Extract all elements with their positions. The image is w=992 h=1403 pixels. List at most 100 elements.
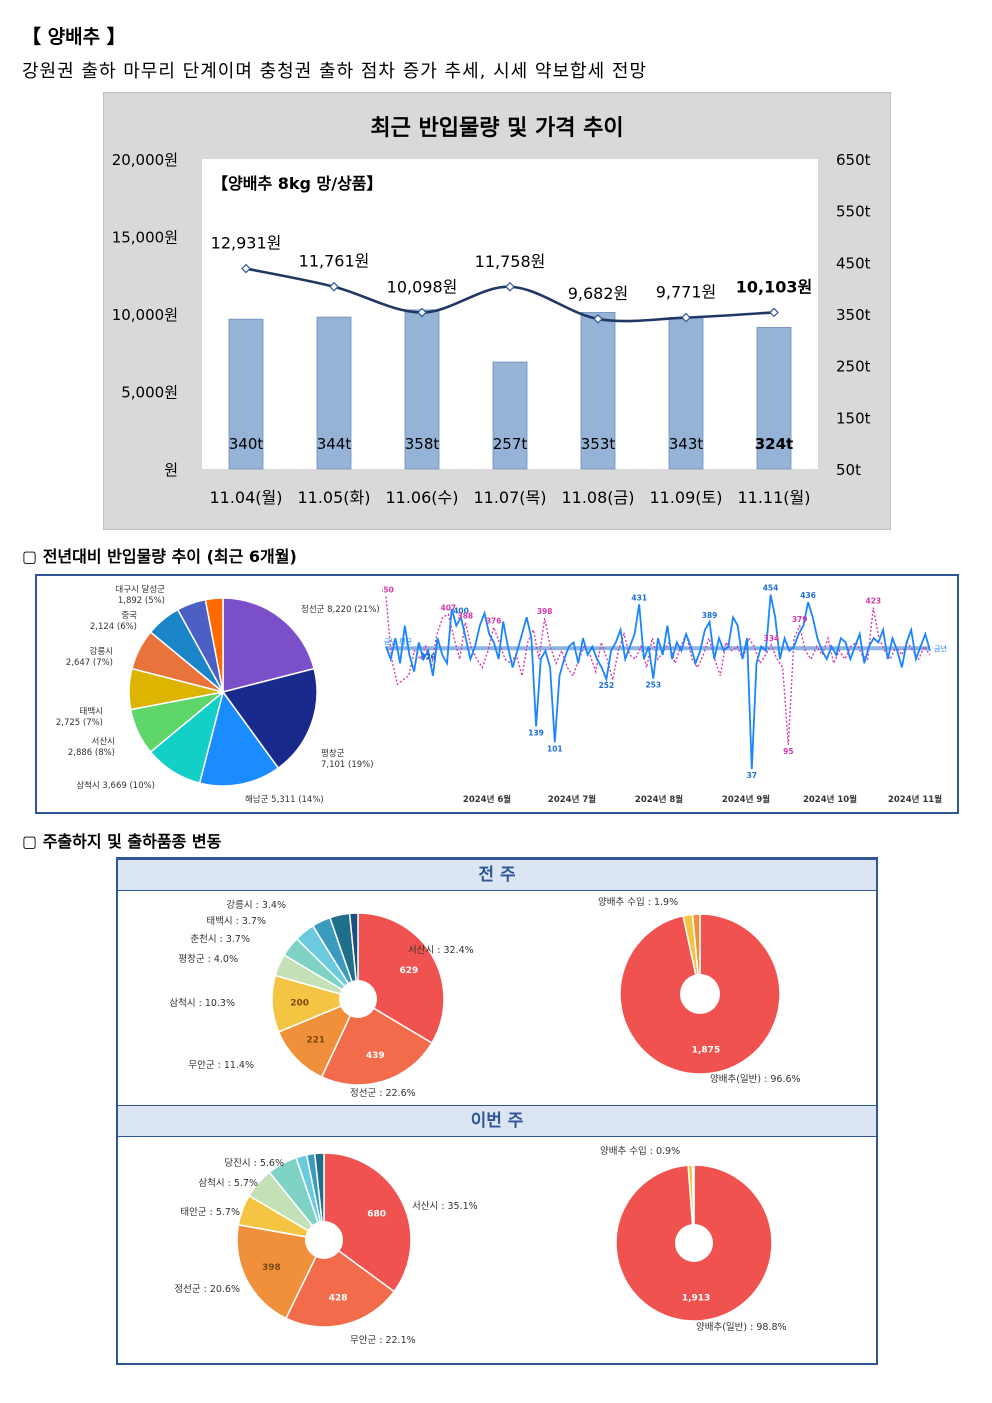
y-left-tick: 10,000원: [112, 306, 178, 324]
price-point: [241, 263, 251, 274]
ship_prev_origin-label: 춘천시 : 3.7%: [190, 934, 250, 945]
price-label: 12,931원: [211, 234, 282, 253]
volume-label: 343t: [669, 435, 704, 453]
ship_this_variety-label: 양배추(일반) : 98.8%: [696, 1322, 787, 1333]
ship_prev_origin-hole: [339, 980, 377, 1018]
ship_this_origin-value: 680: [367, 1209, 386, 1219]
volume-bar: [316, 316, 352, 470]
this-year-line: [385, 594, 931, 770]
this-year-mark: 320: [420, 653, 436, 662]
ship_this_origin-value: 398: [262, 1263, 281, 1273]
ship_this_variety-slice: [691, 1164, 695, 1244]
ship_prev_variety-value: 1,875: [692, 1046, 720, 1056]
prev-week-origin-pie: 629 439 221 200 서산시 : 32.4% 정선군 : 22.6% 무안군 : …: [169, 900, 474, 1099]
last-year-mark: 423: [866, 597, 882, 606]
price-label: 9,682원: [568, 284, 629, 303]
this-year-mark: 253: [645, 681, 661, 690]
x-tick-label: 2024년 6월: [463, 794, 511, 805]
ship_prev_origin-label: 평창군 : 4.0%: [178, 954, 238, 965]
ship_prev_origin-slice: [277, 997, 360, 1078]
price-label: 10,098원: [387, 277, 458, 296]
volume-label: 257t: [493, 435, 528, 453]
this-year-mark: 139: [528, 728, 544, 737]
page-title: 【 양배추 】: [22, 26, 126, 48]
this-year-mark: 436: [800, 591, 816, 600]
ship_prev_origin-slice: [348, 912, 359, 1000]
ship_this_origin-label: 정선군 : 20.6%: [174, 1284, 240, 1295]
origin-pie-label: 태백시: [80, 706, 103, 717]
price-chart: 최근 반입물량 및 가격 추이 【양배추 8kg 망/상품】 원 5,000원 10,0…: [112, 116, 871, 507]
origin-pie-label: 강릉시: [90, 646, 113, 657]
origin-pie-label: 2,886 (8%): [68, 748, 115, 758]
trend-section-heading: ▢ 전년대비 반입물량 추이 (최근 6개월): [22, 547, 297, 566]
origin-pie-label: 서산시: [92, 736, 115, 747]
x-tick-label: 11.06(수): [385, 488, 458, 507]
price-label: 11,758원: [475, 252, 546, 271]
this-year-mark: 454: [763, 584, 779, 593]
origin-pie-label: 1,892 (5%): [118, 596, 165, 606]
ship-panel: 전 주 629 439 221 200 서산시 : 32.4% 정선군 : 22.6% 무안…: [116, 857, 878, 1365]
x-tick-label: 11.09(토): [649, 488, 722, 507]
ship_prev_variety-hole: [680, 974, 720, 1014]
ship-section-heading: ▢ 주출하지 및 출하품종 변동: [22, 832, 222, 851]
y-right-tick: 250t: [836, 358, 871, 376]
ship_this_variety-label: 양배추 수입 : 0.9%: [600, 1145, 680, 1157]
y-right-tick: 350t: [836, 306, 871, 324]
ship_this_origin-slice: [284, 1238, 396, 1328]
prev-week-header: 전 주: [118, 859, 876, 891]
ship_this_origin-hole: [305, 1221, 343, 1259]
ship_prev_origin-slice: [320, 997, 433, 1086]
price-point: [593, 314, 603, 324]
origin-pie-label: 정선군 8,220 (21%): [301, 604, 380, 615]
y-right-tick: 450t: [836, 254, 871, 272]
volume-bar: [404, 309, 440, 470]
price-point: [329, 281, 339, 292]
price-point: [769, 307, 779, 318]
price-label: 11,761원: [299, 252, 370, 271]
origin-pie-label: 대구시 달성군: [115, 584, 165, 595]
price-point: [505, 281, 515, 292]
volume-label: 358t: [405, 435, 440, 453]
this-week-header: 이번 주: [118, 1105, 876, 1137]
ship_prev_origin-value: 439: [366, 1051, 385, 1061]
volume-label: 340t: [229, 435, 264, 453]
last-year-mark: 388: [458, 611, 474, 620]
ship_prev_variety-label: 양배추 수입 : 1.9%: [598, 896, 678, 908]
x-tick-label: 2024년 9월: [722, 794, 770, 805]
ship_prev_variety-label: 양배추(일반) : 96.6%: [710, 1074, 801, 1085]
origin-pie-slice: [221, 667, 318, 770]
ship_prev_origin-value: 629: [399, 966, 418, 976]
last-year-mark: 334: [764, 634, 780, 643]
origin-pie-slice: [222, 597, 315, 693]
volume-bar: [756, 327, 792, 470]
origin-pie-label: 2,124 (6%): [90, 622, 137, 632]
ship_this_origin-label: 당진시 : 5.6%: [224, 1158, 284, 1169]
origin-pie-label: 삼척시 3,669 (10%): [76, 780, 155, 791]
ship_this_origin-slice: [323, 1152, 412, 1293]
origin-pie-label: 2,647 (7%): [66, 658, 113, 668]
this-year-mark: 400: [453, 606, 469, 615]
ship_prev_variety-slice: [691, 913, 701, 995]
x-tick-label: 11.08(금): [561, 488, 634, 507]
this-week-origin-pie: 680 428 398 서산시 : 35.1% 무안군 : 22.1% 정선군 : 20.…: [174, 1152, 478, 1346]
ship_this_variety-value: 1,913: [682, 1293, 710, 1303]
x-tick-label: 11.05(화): [297, 488, 370, 507]
last-year-mark: 398: [537, 607, 553, 616]
ship_prev_origin-value: 200: [290, 998, 309, 1008]
this-year-mark: 389: [702, 611, 718, 620]
y-left-tick: 원: [164, 461, 178, 479]
y-left-tick: 5,000원: [121, 384, 178, 402]
origin-pie-slice: [204, 597, 224, 693]
volume-label: 344t: [317, 435, 352, 453]
x-tick-label: 2024년 8월: [635, 794, 683, 805]
origin-pie-slice: [198, 690, 280, 787]
ship_prev_origin-label: 서산시 : 32.4%: [408, 945, 474, 956]
volume-label: 353t: [581, 435, 616, 453]
this-year-mark: 320: [420, 653, 436, 662]
origin-pie-label: 7,101 (19%): [321, 760, 374, 770]
volume-label: 324t: [755, 435, 793, 453]
x-tick-label: 11.04(월): [209, 488, 282, 507]
ship_this_origin-label: 서산시 : 35.1%: [412, 1201, 478, 1212]
volume-bar: [492, 361, 528, 470]
